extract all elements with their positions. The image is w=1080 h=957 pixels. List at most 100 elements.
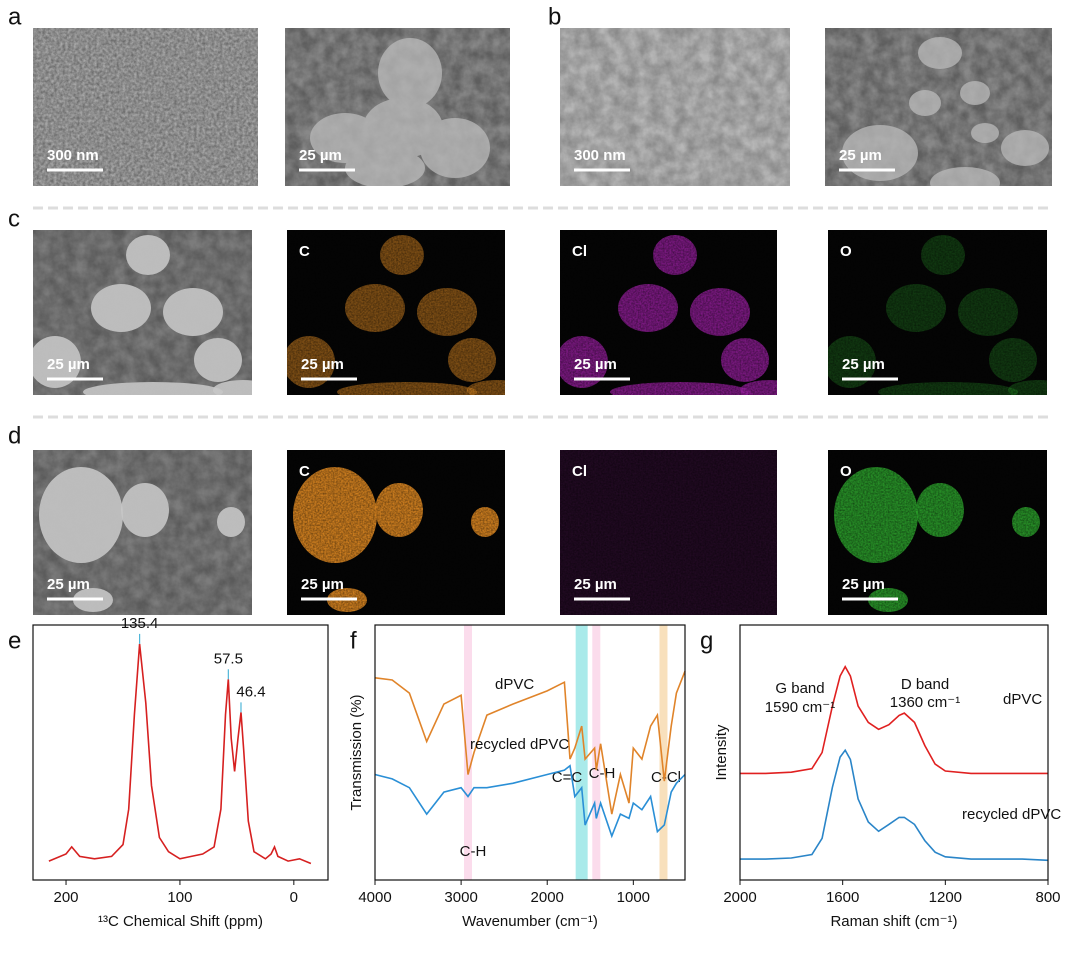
micrograph: 25 µm xyxy=(33,450,252,615)
image-content xyxy=(560,230,777,395)
micrograph: 25 µm xyxy=(285,28,510,186)
x-tick-label: 3000 xyxy=(444,889,477,906)
map-speckle xyxy=(828,450,1047,615)
series-label: recycled dPVC xyxy=(962,806,1061,823)
micrograph: O 25 µm xyxy=(828,450,1047,615)
micrograph: C 25 µm xyxy=(287,230,505,395)
x-tick-label: 4000 xyxy=(358,889,391,906)
annotation: 1360 cm⁻¹ xyxy=(890,694,960,711)
x-tick-label: 800 xyxy=(1035,889,1060,906)
scale-bar-label: 25 µm xyxy=(301,356,344,373)
peak-label: 57.5 xyxy=(214,650,243,667)
series-label: recycled dPVC xyxy=(470,736,569,753)
image-content xyxy=(560,28,790,186)
x-tick-label: 2000 xyxy=(723,889,756,906)
element-label: O xyxy=(840,463,852,480)
x-tick-label: 1200 xyxy=(929,889,962,906)
element-label: Cl xyxy=(572,243,587,260)
image-content xyxy=(33,230,252,395)
sem-texture xyxy=(33,28,258,186)
map-speckle xyxy=(828,230,1047,395)
micrograph: Cl 25 µm xyxy=(560,230,777,395)
x-tick-label: 200 xyxy=(54,889,79,906)
sem-texture xyxy=(33,450,252,615)
micrograph: 300 nm xyxy=(33,28,258,186)
band-label: C=C xyxy=(552,769,583,786)
map-speckle xyxy=(560,230,777,395)
panel-label: f xyxy=(350,627,357,654)
micrograph: 25 µm xyxy=(825,28,1052,186)
x-axis-label: Wavenumber (cm⁻¹) xyxy=(462,913,598,930)
scale-bar-label: 25 µm xyxy=(299,147,342,164)
scale-bar-label: 25 µm xyxy=(47,356,90,373)
band xyxy=(592,625,601,880)
band-label: C-Cl xyxy=(651,769,681,786)
sem-texture xyxy=(285,28,510,186)
map-speckle xyxy=(287,450,505,615)
scale-bar-label: 25 µm xyxy=(301,576,344,593)
y-axis-label: Transmission (%) xyxy=(348,694,365,810)
x-axis-label: ¹³C Chemical Shift (ppm) xyxy=(98,913,263,930)
scale-bar-label: 300 nm xyxy=(574,147,626,164)
x-axis-label: Raman shift (cm⁻¹) xyxy=(830,913,957,930)
micrograph: O 25 µm xyxy=(828,230,1047,395)
scale-bar-label: 25 µm xyxy=(574,576,617,593)
micrograph: Cl 25 µm xyxy=(560,450,777,615)
image-content xyxy=(287,450,505,615)
element-label: Cl xyxy=(572,463,587,480)
x-tick-label: 0 xyxy=(290,889,298,906)
micrograph: 300 nm xyxy=(560,28,790,186)
band xyxy=(659,625,668,880)
series-line xyxy=(740,665,1048,775)
series-line xyxy=(374,764,686,839)
panel-label: e xyxy=(8,627,21,654)
series-line xyxy=(374,670,686,815)
scale-bar-label: 300 nm xyxy=(47,147,99,164)
image-content xyxy=(33,450,252,615)
series-label: dPVC xyxy=(1003,691,1042,708)
x-tick-label: 100 xyxy=(167,889,192,906)
image-content xyxy=(287,230,505,395)
panel-label: g xyxy=(700,627,713,654)
scale-bar-label: 25 µm xyxy=(574,356,617,373)
peak-label: 135.4 xyxy=(121,615,159,632)
series-line xyxy=(48,643,312,865)
peak-label: 46.4 xyxy=(236,683,265,700)
plot-frame xyxy=(32,624,329,881)
element-label: O xyxy=(840,243,852,260)
plot-frame xyxy=(739,624,1049,881)
x-tick-label: 1600 xyxy=(826,889,859,906)
annotation: D band xyxy=(901,676,949,693)
sem-texture xyxy=(825,28,1052,186)
micrograph: 25 µm xyxy=(33,230,252,395)
panel-label: b xyxy=(548,3,561,30)
panel-label: c xyxy=(8,205,20,232)
annotation: 1590 cm⁻¹ xyxy=(765,699,835,716)
x-tick-label: 2000 xyxy=(531,889,564,906)
map-speckle xyxy=(560,450,777,615)
plot-frame xyxy=(374,624,686,881)
image-content xyxy=(560,450,777,615)
scale-bar-label: 25 µm xyxy=(839,147,882,164)
band-label: C-H xyxy=(589,765,616,782)
scale-bar-label: 25 µm xyxy=(842,576,885,593)
image-content xyxy=(285,28,510,186)
scale-bar-label: 25 µm xyxy=(47,576,90,593)
element-label: C xyxy=(299,463,310,480)
image-content xyxy=(825,28,1052,186)
scale-bar-label: 25 µm xyxy=(842,356,885,373)
series-label: dPVC xyxy=(495,676,534,693)
sem-texture xyxy=(33,230,252,395)
band xyxy=(464,625,472,880)
sem-texture xyxy=(560,28,790,186)
annotation: G band xyxy=(775,680,824,697)
image-content xyxy=(828,230,1047,395)
panel-label: d xyxy=(8,422,21,449)
panel-label: a xyxy=(8,3,22,30)
micrograph: C 25 µm xyxy=(287,450,505,615)
y-axis-label: Intensity xyxy=(713,724,730,780)
image-content xyxy=(828,450,1047,615)
map-speckle xyxy=(287,230,505,395)
element-label: C xyxy=(299,243,310,260)
